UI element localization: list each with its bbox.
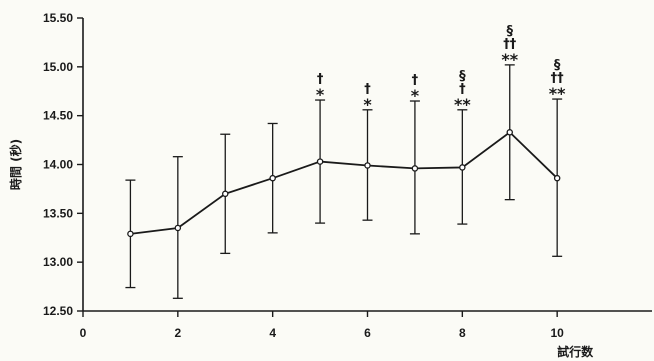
x-tick-label: 4 xyxy=(269,326,276,340)
significance-mark: * xyxy=(411,86,420,105)
data-point xyxy=(221,190,229,198)
y-tick-label: 14.00 xyxy=(43,158,73,172)
data-point xyxy=(506,129,513,136)
significance-annotations: †* †*†*§†**§††** §††** xyxy=(316,24,566,114)
data-point xyxy=(316,158,324,165)
y-tick-label: 15.50 xyxy=(43,11,73,25)
significance-mark: § xyxy=(507,24,514,39)
y-axis-title: 時間 (秒) xyxy=(8,139,23,190)
data-point xyxy=(269,174,276,182)
x-tick-label: 10 xyxy=(550,326,564,340)
significance-mark: †† xyxy=(551,71,565,86)
y-tick-label: 14.50 xyxy=(43,109,73,123)
x-axis-title: 試行数 xyxy=(557,344,594,359)
significance-mark: * xyxy=(316,85,325,104)
x-tick-label: 6 xyxy=(364,326,371,340)
data-point xyxy=(459,164,466,171)
x-tick-label: 8 xyxy=(459,326,466,340)
significance-mark: † xyxy=(317,72,324,87)
series-group xyxy=(127,129,561,238)
significance-mark: ** xyxy=(549,84,566,103)
data-point xyxy=(364,162,371,169)
significance-mark: †† xyxy=(503,37,517,52)
y-tick-label: 15.00 xyxy=(43,60,73,74)
x-axis-ticks: 0 2 4 6 8 10 xyxy=(80,311,564,340)
significance-mark: † xyxy=(459,82,466,97)
significance-mark: § xyxy=(459,69,466,84)
x-tick-label: 0 xyxy=(80,326,87,340)
x-tick-label: 2 xyxy=(174,326,181,340)
significance-mark: † xyxy=(412,73,419,88)
significance-mark: † xyxy=(364,82,371,97)
y-tick-label: 12.50 xyxy=(43,304,73,318)
error-bars xyxy=(125,64,563,299)
data-point xyxy=(127,230,134,238)
significance-mark: § xyxy=(554,58,561,73)
y-axis-ticks: 12.50 13.00 13.50 14.00 14.50 15.00 15.50 xyxy=(43,11,83,318)
y-tick-label: 13.00 xyxy=(43,255,73,269)
data-point xyxy=(411,165,419,172)
data-point xyxy=(174,224,182,232)
significance-mark: * xyxy=(363,95,372,114)
data-point xyxy=(553,174,561,182)
significance-mark: ** xyxy=(454,95,471,114)
significance-mark: ** xyxy=(501,50,518,69)
y-tick-label: 13.50 xyxy=(43,206,73,220)
series-line xyxy=(130,131,558,235)
